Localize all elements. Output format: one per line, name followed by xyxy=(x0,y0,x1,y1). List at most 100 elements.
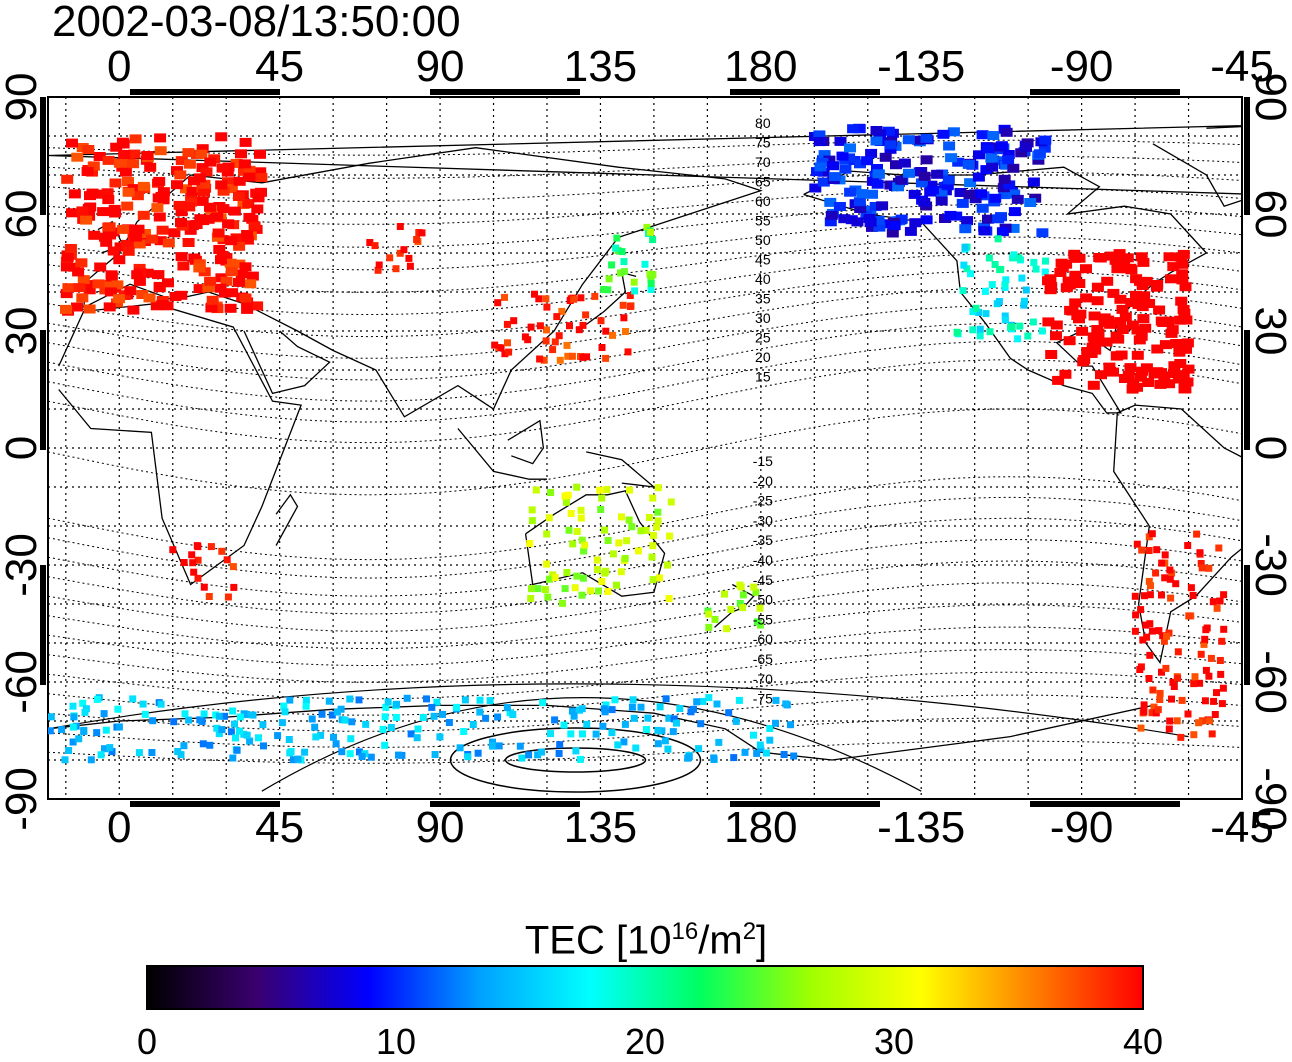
contour-label-north: 60 xyxy=(755,193,771,209)
tec-cell xyxy=(579,574,587,582)
tec-cell xyxy=(1213,689,1220,697)
tec-cell xyxy=(195,149,208,159)
tec-cell xyxy=(1029,318,1037,326)
tec-cell xyxy=(641,260,649,268)
top-lon-tick: 90 xyxy=(415,42,465,91)
tec-cell xyxy=(193,263,206,273)
tec-cell xyxy=(1176,275,1189,285)
tec-cell xyxy=(66,208,78,218)
tec-cell xyxy=(998,174,1011,184)
tec-cell xyxy=(439,710,446,718)
tec-cell xyxy=(1000,160,1013,170)
tec-cell xyxy=(1181,377,1194,387)
tec-cell xyxy=(232,734,239,742)
colorbar-tick: 20 xyxy=(624,1021,666,1062)
tec-cell xyxy=(766,736,774,744)
tec-cell xyxy=(177,261,190,271)
tec-cell xyxy=(1130,274,1143,284)
tec-cell xyxy=(1122,370,1135,380)
tec-cell xyxy=(844,187,857,197)
tec-cell xyxy=(229,754,237,762)
tec-cell xyxy=(182,238,195,247)
tec-cell xyxy=(1165,725,1173,733)
tec-cell xyxy=(1138,546,1146,554)
tec-cell xyxy=(186,186,199,196)
tec-cell xyxy=(225,267,238,277)
tec-cell xyxy=(543,326,550,334)
tec-cell xyxy=(604,537,612,544)
tec-cell xyxy=(1147,582,1154,590)
tec-cell xyxy=(528,506,536,514)
tec-cell xyxy=(1172,580,1180,588)
tec-cell xyxy=(1142,378,1155,387)
tec-cell xyxy=(68,262,80,272)
tec-cell xyxy=(667,498,675,506)
tec-cell xyxy=(1039,135,1052,145)
tec-cell xyxy=(114,705,122,713)
tec-cell xyxy=(935,196,948,206)
tec-cell xyxy=(1008,323,1016,331)
tec-cell xyxy=(876,201,889,211)
tec-cell xyxy=(1210,697,1218,705)
tec-cell xyxy=(183,202,196,212)
tec-cell xyxy=(233,746,241,754)
tec-cell xyxy=(1045,350,1058,359)
tec-cell xyxy=(575,326,583,334)
tec-cell xyxy=(1116,325,1129,334)
tec-cell xyxy=(204,276,217,286)
tec-cell xyxy=(1177,733,1185,741)
contour-label-south: -20 xyxy=(753,473,773,489)
tec-cell xyxy=(162,278,174,288)
tec-cell xyxy=(558,307,566,315)
tec-cell xyxy=(58,726,66,734)
contour-label-south: -60 xyxy=(753,631,773,647)
tec-cell xyxy=(1130,292,1142,302)
tec-cell xyxy=(70,713,78,721)
tec-cell xyxy=(1001,316,1009,324)
tec-cell xyxy=(1193,530,1201,538)
tec-cell xyxy=(127,159,140,169)
tec-cell xyxy=(287,748,295,756)
tec-cell xyxy=(177,751,185,759)
tec-cell xyxy=(995,298,1003,305)
tec-cell xyxy=(456,744,464,752)
tec-cell xyxy=(705,694,713,702)
tec-cell xyxy=(989,193,1002,203)
tec-cell xyxy=(196,196,209,206)
contour-label-south: -75 xyxy=(753,691,773,707)
tec-cell xyxy=(219,288,231,298)
tec-cell xyxy=(1195,719,1203,727)
tec-cell xyxy=(61,252,74,262)
tec-cell xyxy=(526,540,534,547)
tec-cell xyxy=(503,704,511,712)
tec-cell xyxy=(1219,684,1227,692)
tec-cell xyxy=(578,705,586,713)
tec-cell xyxy=(1167,369,1180,378)
tec-cell xyxy=(1189,592,1197,599)
tec-cell xyxy=(654,484,662,492)
tec-cell xyxy=(753,618,761,626)
tec-cell xyxy=(1022,286,1030,294)
tec-cell xyxy=(1091,282,1104,292)
tec-cell xyxy=(1073,314,1085,324)
tec-cell xyxy=(236,713,244,721)
tec-cell xyxy=(161,301,174,311)
tec-cell xyxy=(1007,163,1020,173)
tec-cell xyxy=(564,491,572,499)
tec-cell xyxy=(1158,668,1165,676)
tec-cell xyxy=(1140,701,1148,709)
tec-cell xyxy=(212,228,225,238)
tec-cell xyxy=(137,210,150,220)
tec-cell xyxy=(1165,274,1177,284)
tec-cell xyxy=(430,712,438,720)
tec-cell xyxy=(395,751,402,759)
tec-cell xyxy=(727,605,735,613)
tec-cell xyxy=(82,145,95,154)
tec-cell xyxy=(235,269,248,279)
tec-cell xyxy=(1145,547,1153,554)
tec-cell xyxy=(975,189,987,199)
tec-cell xyxy=(66,138,78,148)
tec-cell xyxy=(501,350,509,358)
tec-cell xyxy=(379,725,387,733)
tec-cell xyxy=(963,190,976,199)
